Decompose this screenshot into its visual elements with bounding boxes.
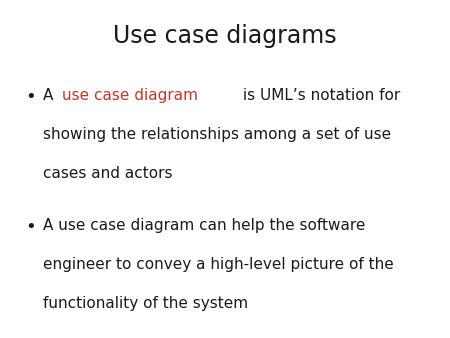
Text: functionality of the system: functionality of the system [43,296,248,311]
Text: is UML’s notation for: is UML’s notation for [238,88,400,103]
Text: Use case diagrams: Use case diagrams [113,24,337,48]
Text: showing the relationships among a set of use: showing the relationships among a set of… [43,127,391,142]
Text: A: A [43,88,58,103]
Text: •: • [25,218,36,236]
Text: use case diagram: use case diagram [63,88,198,103]
Text: engineer to convey a high-level picture of the: engineer to convey a high-level picture … [43,257,393,272]
Text: cases and actors: cases and actors [43,166,172,180]
Text: •: • [25,88,36,106]
Text: A use case diagram can help the software: A use case diagram can help the software [43,218,365,233]
